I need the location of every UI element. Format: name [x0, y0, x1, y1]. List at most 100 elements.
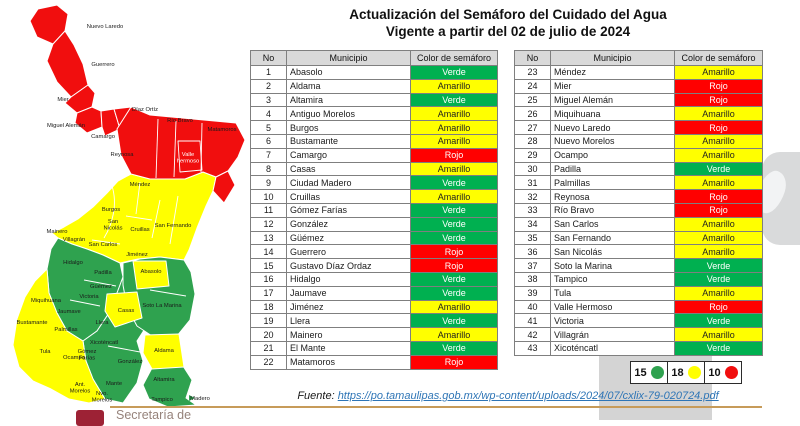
row-status-badge: Rojo [675, 79, 763, 94]
map-region-north-red-block [116, 106, 246, 180]
map-label: Casas [118, 308, 135, 314]
row-municipio: Reynosa [551, 190, 675, 204]
row-no: 39 [515, 286, 551, 301]
map-label: Cruillas [130, 227, 149, 233]
table-header-no: No [251, 51, 287, 66]
map-label: Río Bravo [167, 118, 193, 124]
row-municipio: Méndez [551, 66, 675, 80]
row-municipio: Miquihuana [551, 107, 675, 122]
legend-count: 18 [671, 366, 684, 379]
row-no: 27 [515, 121, 551, 135]
map-region-yellow-southwest [12, 268, 106, 404]
row-status-badge: Verde [411, 341, 498, 356]
map-label: Méndez [130, 182, 151, 188]
row-municipio: Bustamante [287, 134, 411, 149]
row-no: 19 [251, 314, 287, 329]
map-label: Abasolo [141, 269, 162, 275]
row-status-badge: Rojo [675, 203, 763, 218]
row-municipio: Padilla [551, 162, 675, 177]
table-header-municipio: Municipio [551, 51, 675, 66]
row-municipio: Palmillas [551, 176, 675, 191]
legend-count: 15 [634, 366, 647, 379]
row-status-badge: Amarillo [675, 176, 763, 191]
row-status-badge: Rojo [675, 121, 763, 135]
row-status-badge: Verde [675, 272, 763, 287]
map-label: Miguel Alemán [47, 123, 85, 129]
row-status-badge: Rojo [411, 245, 498, 260]
row-municipio: Jiménez [287, 300, 411, 315]
map-region-aldama-patch [142, 333, 185, 370]
row-municipio: San Nicolás [551, 245, 675, 260]
map-madero-marker [189, 395, 195, 401]
row-municipio: Ciudad Madero [287, 176, 411, 191]
row-no: 40 [515, 300, 551, 315]
row-status-badge: Rojo [675, 93, 763, 108]
row-municipio: Casas [287, 162, 411, 177]
row-no: 16 [251, 272, 287, 287]
row-municipio: Tula [551, 286, 675, 301]
row-municipio: Aldama [287, 79, 411, 94]
row-municipio: San Fernando [551, 231, 675, 246]
row-no: 10 [251, 190, 287, 204]
map-label: Valle hermoso [177, 152, 200, 164]
row-status-badge: Verde [411, 176, 498, 191]
map-label: Jiménez [126, 252, 148, 258]
row-status-badge: Rojo [411, 355, 498, 370]
row-no: 1 [251, 66, 287, 80]
row-no: 8 [251, 162, 287, 177]
map-inner-borders [69, 118, 203, 353]
row-municipio: Miguel Alemán [551, 93, 675, 108]
row-status-badge: Rojo [411, 259, 498, 273]
map-label: Victoria [79, 294, 99, 300]
row-status-badge: Verde [411, 217, 498, 232]
map-region-matamoros-tail [212, 170, 236, 204]
footer-divider-rule [110, 406, 762, 408]
row-municipio: Río Bravo [551, 203, 675, 218]
map-label: Güémez [90, 284, 112, 290]
row-no: 14 [251, 245, 287, 260]
row-status-badge: Verde [675, 259, 763, 273]
row-status-badge: Amarillo [411, 190, 498, 204]
row-no: 2 [251, 79, 287, 94]
row-municipio: Camargo [287, 148, 411, 163]
row-municipio: González [287, 217, 411, 232]
map-label: Reynosa [111, 152, 135, 158]
map-label: Miquihuana [31, 298, 62, 304]
row-no: 29 [515, 148, 551, 163]
row-status-badge: Rojo [411, 148, 498, 163]
row-municipio: Nuevo Laredo [551, 121, 675, 135]
municipios-table-right: No Municipio Color de semáforo 23 Méndez Amar… [514, 50, 763, 356]
map-label: Padilla [94, 270, 112, 276]
row-municipio: Altamira [287, 93, 411, 108]
row-status-badge: Rojo [675, 190, 763, 204]
row-status-badge: Verde [411, 314, 498, 329]
row-no: 37 [515, 259, 551, 273]
row-no: 3 [251, 93, 287, 108]
map-label: Villagrán [63, 237, 85, 243]
map-region-casas-patch [104, 291, 143, 328]
row-no: 13 [251, 231, 287, 246]
municipios-table-left: No Municipio Color de semáforo 1 Abasolo Verd… [250, 50, 498, 370]
row-municipio: San Carlos [551, 217, 675, 232]
row-status-badge: Verde [675, 162, 763, 177]
map-label: Llera [96, 320, 110, 326]
map-label: Madero [190, 396, 210, 402]
row-status-badge: Amarillo [411, 328, 498, 342]
row-status-badge: Verde [411, 203, 498, 218]
row-no: 6 [251, 134, 287, 149]
row-no: 9 [251, 176, 287, 191]
row-municipio: Valle Hermoso [551, 300, 675, 315]
map-label: Burgos [102, 207, 120, 213]
legend-color-dot-icon [650, 366, 664, 379]
secretaria-logo-text: Secretaría de [116, 408, 192, 422]
map-label: Nuevo Laredo [87, 24, 123, 30]
row-no: 5 [251, 121, 287, 135]
row-status-badge: Amarillo [675, 286, 763, 301]
row-municipio: Güémez [287, 231, 411, 246]
row-no: 36 [515, 245, 551, 260]
row-municipio: Tampico [551, 272, 675, 287]
row-status-badge: Amarillo [411, 121, 498, 135]
row-no: 34 [515, 217, 551, 232]
row-no: 26 [515, 107, 551, 122]
fuente-link[interactable]: https://po.tamaulipas.gob.mx/wp-content/… [337, 390, 719, 402]
